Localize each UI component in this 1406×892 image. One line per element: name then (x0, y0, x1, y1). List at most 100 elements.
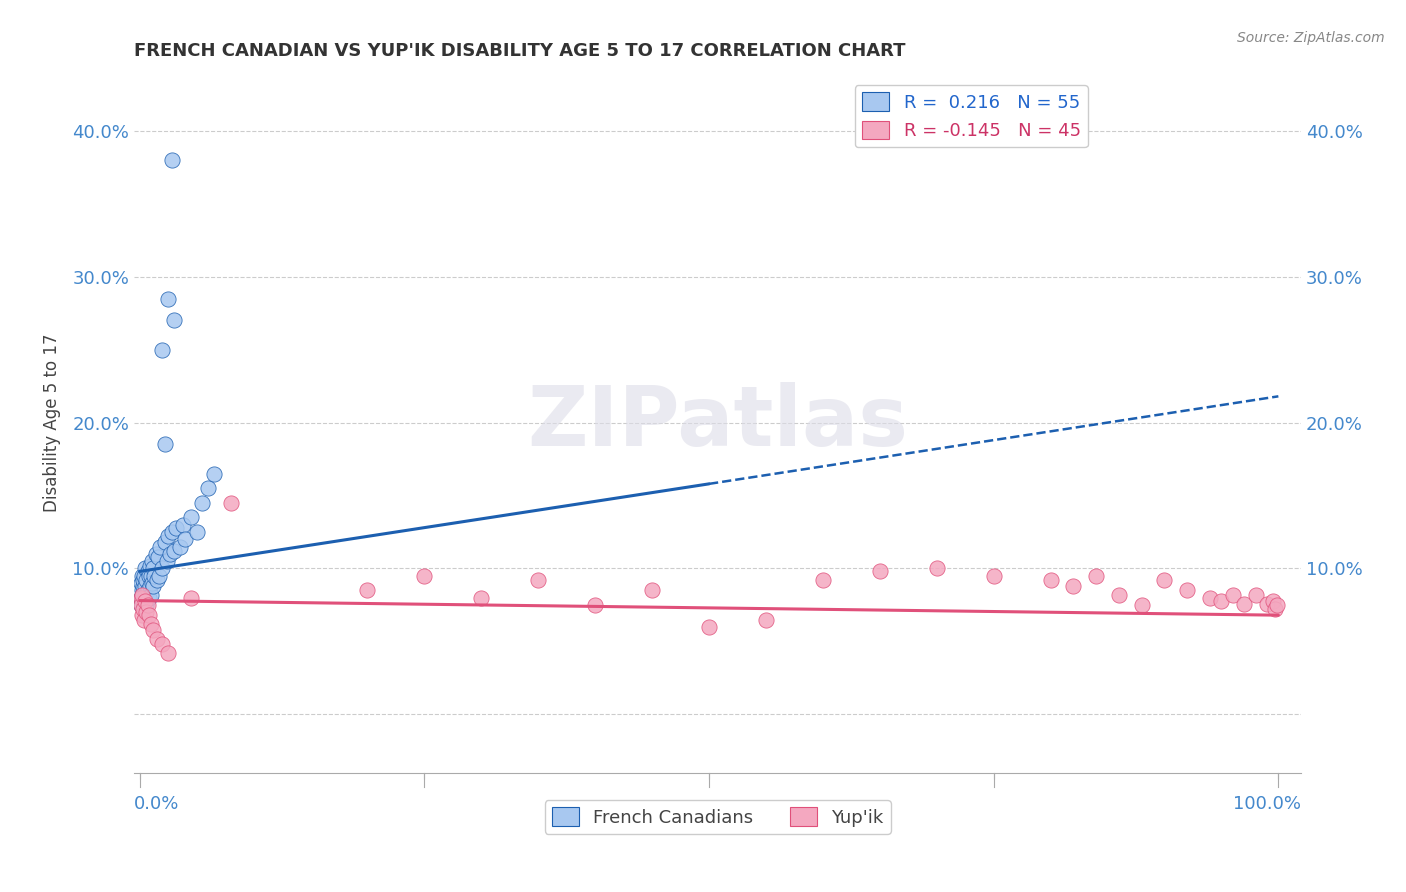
Point (169, 540, 191, 554)
Point (142, 623, 165, 637)
Point (172, 517, 194, 532)
Point (811, 573, 834, 587)
Point (160, 153, 183, 167)
Point (219, 496, 242, 510)
Point (163, 544, 186, 558)
Point (136, 583, 159, 598)
Y-axis label: Disability Age 5 to 17: Disability Age 5 to 17 (44, 334, 60, 512)
Point (132, 602, 155, 616)
Point (1265, 598, 1288, 612)
Point (145, 547, 167, 561)
Point (1085, 568, 1108, 582)
Point (141, 554, 163, 568)
Point (141, 576, 163, 591)
Point (148, 568, 170, 582)
Point (1264, 602, 1286, 616)
Point (1244, 588, 1267, 602)
Point (139, 616, 162, 631)
Point (163, 313, 186, 327)
Point (583, 598, 606, 612)
Point (132, 593, 155, 607)
Point (153, 535, 176, 549)
Point (145, 573, 167, 587)
Point (1256, 597, 1278, 611)
Point (641, 583, 664, 598)
Point (925, 561, 948, 575)
Point (160, 524, 183, 539)
Point (697, 620, 720, 634)
Point (1222, 588, 1244, 602)
Point (174, 533, 197, 547)
Point (146, 549, 169, 564)
Point (129, 598, 152, 612)
Point (134, 593, 156, 607)
Point (186, 524, 208, 539)
Point (180, 591, 202, 605)
Point (131, 583, 153, 598)
Point (152, 561, 174, 575)
Point (135, 605, 157, 619)
Point (1039, 573, 1062, 587)
Point (356, 583, 378, 598)
Point (138, 591, 160, 605)
Point (139, 558, 162, 573)
Point (138, 608, 160, 623)
Point (157, 646, 180, 660)
Text: 100.0%: 100.0% (1233, 795, 1301, 813)
Point (131, 568, 153, 582)
Point (1199, 591, 1222, 605)
Point (145, 632, 167, 646)
Point (138, 568, 160, 582)
Point (755, 613, 778, 627)
Point (869, 565, 891, 579)
Point (129, 591, 152, 605)
Point (134, 588, 156, 602)
Point (413, 568, 436, 582)
Legend: French Canadians, Yup'ik: French Canadians, Yup'ik (544, 800, 890, 834)
Point (136, 598, 159, 612)
Point (165, 521, 187, 535)
Point (139, 579, 162, 593)
Point (152, 343, 174, 357)
Point (149, 540, 172, 554)
Point (1153, 573, 1175, 587)
Text: FRENCH CANADIAN VS YUP'IK DISABILITY AGE 5 TO 17 CORRELATION CHART: FRENCH CANADIAN VS YUP'IK DISABILITY AGE… (134, 42, 905, 60)
Point (159, 547, 181, 561)
Point (202, 467, 225, 481)
Point (131, 588, 153, 602)
Point (134, 579, 156, 593)
Text: ZIPatlas: ZIPatlas (527, 382, 908, 463)
Point (131, 588, 153, 602)
Point (157, 292, 180, 306)
Text: Source: ZipAtlas.com: Source: ZipAtlas.com (1237, 31, 1385, 45)
Text: 0.0%: 0.0% (134, 795, 180, 813)
Point (527, 573, 550, 587)
Point (1062, 579, 1084, 593)
Point (1211, 593, 1233, 607)
Point (134, 561, 156, 575)
Point (131, 608, 153, 623)
Point (1261, 593, 1284, 607)
Point (139, 568, 162, 582)
Point (157, 529, 180, 543)
Point (136, 565, 159, 579)
Point (135, 598, 157, 612)
Point (142, 579, 165, 593)
Point (132, 573, 155, 587)
Point (191, 496, 214, 510)
Point (132, 579, 155, 593)
Point (156, 554, 179, 568)
Point (129, 591, 152, 605)
Point (134, 613, 156, 627)
Point (152, 637, 174, 651)
Point (197, 481, 219, 495)
Point (153, 437, 176, 451)
Point (983, 568, 1005, 582)
Point (129, 576, 152, 591)
Point (143, 568, 166, 582)
Point (142, 561, 165, 575)
Point (139, 588, 162, 602)
Point (470, 591, 492, 605)
Point (134, 591, 156, 605)
Point (1130, 598, 1153, 612)
